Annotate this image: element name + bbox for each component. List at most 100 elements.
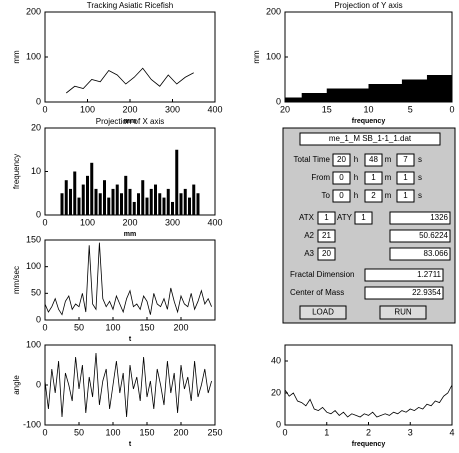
param-value-box[interactable] bbox=[317, 211, 336, 225]
y-axis-label: mm bbox=[12, 50, 21, 64]
x-tick-label: 0 bbox=[42, 322, 47, 332]
plot-area bbox=[44, 344, 216, 426]
bar bbox=[69, 188, 72, 215]
param-result-box bbox=[389, 211, 451, 225]
time-field[interactable]: 0 bbox=[339, 173, 344, 182]
bar bbox=[141, 180, 145, 215]
param-value[interactable]: 1 bbox=[324, 213, 329, 222]
bar bbox=[426, 75, 452, 80]
bar bbox=[326, 88, 452, 93]
button[interactable] bbox=[379, 305, 427, 320]
x-tick-label: 200 bbox=[173, 322, 188, 332]
bar bbox=[107, 197, 111, 215]
plot-title: Projection of X axis bbox=[96, 117, 164, 126]
bar bbox=[124, 175, 128, 215]
x-axis-label: t bbox=[129, 441, 132, 448]
bar bbox=[368, 84, 452, 89]
bar bbox=[171, 201, 174, 215]
time-field-box[interactable] bbox=[364, 153, 383, 167]
time-field[interactable]: 7 bbox=[403, 155, 408, 164]
time-field-box[interactable] bbox=[364, 189, 383, 203]
plot-title: Tracking Asiatic Ricefish bbox=[87, 1, 173, 10]
y-axis-label: mm bbox=[252, 50, 261, 64]
button-label[interactable]: RUN bbox=[394, 308, 412, 317]
time-field-box[interactable] bbox=[364, 171, 383, 185]
aty-value-box[interactable] bbox=[354, 211, 373, 225]
param-value-box[interactable] bbox=[317, 247, 336, 261]
y-tick-label: 10 bbox=[31, 166, 41, 176]
param-label: ATX bbox=[299, 213, 315, 222]
time-field-box[interactable] bbox=[332, 153, 351, 167]
time-unit: h bbox=[354, 173, 358, 182]
time-field[interactable]: 2 bbox=[371, 191, 376, 200]
bar bbox=[115, 184, 119, 215]
time-field-box[interactable] bbox=[332, 189, 351, 203]
time-field-box[interactable] bbox=[332, 171, 351, 185]
y-tick-label: 100 bbox=[26, 51, 41, 61]
bar bbox=[183, 188, 187, 215]
bar bbox=[86, 175, 89, 215]
x-axis-label: mm bbox=[124, 118, 136, 125]
y-tick-label: 0 bbox=[276, 96, 281, 106]
x-tick-label: 3 bbox=[408, 427, 413, 437]
x-tick-label: 0 bbox=[282, 427, 287, 437]
time-field[interactable]: 1 bbox=[371, 173, 376, 182]
time-field[interactable]: 20 bbox=[337, 155, 346, 164]
file-name: me_1_M SB_1-1_1.dat bbox=[329, 134, 412, 143]
time-field-box[interactable] bbox=[396, 171, 415, 185]
param-value[interactable]: 21 bbox=[322, 231, 331, 240]
data-line bbox=[44, 242, 212, 316]
param-result: 50.6224 bbox=[419, 231, 448, 240]
bar bbox=[192, 184, 196, 215]
y-tick-label: 50 bbox=[31, 288, 41, 298]
time-unit: s bbox=[418, 155, 422, 164]
bar bbox=[175, 149, 179, 215]
bar bbox=[166, 188, 170, 215]
center-value: 22.9354 bbox=[412, 288, 441, 297]
x-tick-label: 150 bbox=[139, 427, 154, 437]
param-value[interactable]: 20 bbox=[322, 249, 331, 258]
x-tick-label: 100 bbox=[80, 104, 95, 114]
y-tick-label: 150 bbox=[26, 234, 41, 244]
plot-area bbox=[44, 239, 216, 321]
bar bbox=[120, 193, 123, 215]
x-tick-label: 400 bbox=[207, 217, 222, 227]
time-field[interactable]: 1 bbox=[403, 173, 408, 182]
time-unit: m bbox=[385, 155, 392, 164]
y-tick-label: 20 bbox=[271, 387, 281, 397]
time-field[interactable]: 1 bbox=[403, 191, 408, 200]
time-unit: m bbox=[385, 173, 392, 182]
bar bbox=[132, 201, 136, 215]
time-unit: h bbox=[354, 155, 358, 164]
time-field[interactable]: 0 bbox=[339, 191, 344, 200]
button[interactable] bbox=[299, 305, 347, 320]
y-tick-label: 0 bbox=[36, 96, 41, 106]
y-tick-label: 0 bbox=[36, 379, 41, 389]
x-axis-label: mm bbox=[124, 231, 136, 238]
bar bbox=[154, 184, 157, 215]
fractal-value: 1.2711 bbox=[417, 270, 441, 279]
y-tick-label: 20 bbox=[31, 122, 41, 132]
fractal-label: Fractal Dimension bbox=[290, 270, 354, 279]
bar bbox=[145, 197, 149, 215]
x-tick-label: 300 bbox=[165, 104, 180, 114]
param-value-box[interactable] bbox=[317, 229, 336, 243]
button-label[interactable]: LOAD bbox=[312, 308, 334, 317]
time-field-box[interactable] bbox=[396, 153, 415, 167]
bar bbox=[158, 193, 162, 215]
time-label: To bbox=[322, 191, 331, 200]
bar bbox=[285, 97, 452, 102]
x-tick-label: 200 bbox=[122, 217, 137, 227]
bar bbox=[188, 197, 191, 215]
time-field[interactable]: 48 bbox=[369, 155, 378, 164]
plot-area bbox=[284, 344, 453, 426]
aty-value[interactable]: 1 bbox=[361, 213, 366, 222]
bar bbox=[103, 180, 106, 215]
bar bbox=[94, 188, 98, 215]
bar bbox=[73, 171, 77, 215]
x-tick-label: 15 bbox=[322, 104, 332, 114]
time-field-box[interactable] bbox=[396, 189, 415, 203]
y-axis-label: mm/sec bbox=[12, 266, 21, 294]
x-tick-label: 4 bbox=[449, 427, 454, 437]
bar bbox=[179, 193, 183, 215]
